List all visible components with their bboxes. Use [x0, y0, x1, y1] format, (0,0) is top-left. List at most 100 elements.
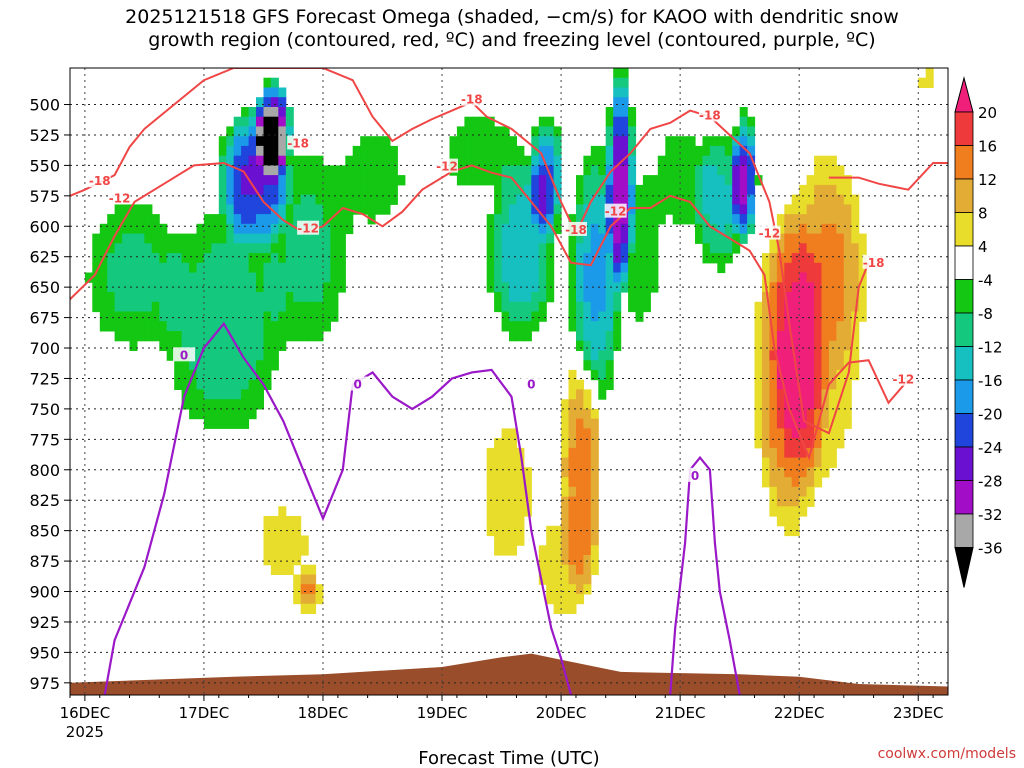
- omega-cell: [531, 223, 540, 235]
- omega-cell: [256, 243, 264, 254]
- omega-cell: [203, 379, 212, 390]
- omega-cell: [501, 214, 510, 225]
- omega-cell: [211, 350, 220, 361]
- omega-cell: [270, 311, 279, 322]
- x-tick-label: 17DEC: [179, 704, 230, 722]
- omega-cell: [129, 282, 138, 293]
- omega-cell: [791, 214, 800, 225]
- omega-cell: [806, 389, 815, 400]
- y-tick-label: 675: [29, 309, 60, 328]
- omega-cell: [337, 272, 346, 283]
- omega-cell: [241, 214, 250, 225]
- omega-cell: [278, 340, 287, 351]
- omega-cell: [553, 574, 562, 585]
- omega-cell: [218, 262, 227, 274]
- omega-cell: [791, 253, 800, 264]
- omega-cell: [672, 165, 681, 176]
- omega-cell: [263, 107, 272, 118]
- omega-cell: [233, 155, 242, 166]
- omega-cell: [300, 175, 309, 186]
- omega-cell: [590, 262, 599, 274]
- omega-cell: [784, 467, 793, 478]
- omega-cell: [486, 272, 495, 283]
- omega-cell: [196, 331, 205, 342]
- omega-cell: [241, 408, 250, 420]
- omega-cell: [732, 243, 741, 254]
- omega-cell: [613, 253, 622, 264]
- omega-cell: [776, 428, 785, 439]
- omega-cell: [836, 399, 845, 410]
- omega-cell: [598, 175, 607, 186]
- omega-cell: [546, 584, 555, 595]
- omega-cell: [203, 214, 212, 225]
- x-tick-label: 20DEC: [536, 704, 587, 722]
- omega-cell: [828, 175, 837, 186]
- omega-cell: [851, 321, 860, 332]
- omega-cell: [278, 243, 287, 254]
- colorbar-label: -12: [978, 339, 1003, 357]
- omega-cell: [553, 214, 562, 225]
- omega-cell: [293, 555, 302, 566]
- omega-cell: [494, 535, 503, 546]
- omega-cell: [300, 233, 309, 244]
- omega-cell: [538, 126, 547, 137]
- omega-cell: [769, 292, 778, 303]
- omega-cell: [650, 175, 659, 186]
- omega-cell: [546, 145, 555, 157]
- chart-title-line2: growth region (contoured, red, ºC) and f…: [148, 29, 876, 51]
- omega-cell: [523, 311, 532, 322]
- omega-cell: [248, 350, 257, 361]
- omega-cell: [717, 136, 726, 147]
- freezing-level-label-bg: [520, 376, 543, 391]
- omega-cell: [189, 233, 198, 244]
- omega-cell: [568, 574, 577, 585]
- omega-cell: [590, 292, 599, 303]
- omega-cell: [642, 292, 651, 303]
- omega-cell: [665, 204, 674, 215]
- omega-cell: [285, 292, 294, 303]
- omega-cell: [278, 87, 287, 98]
- omega-cell: [144, 262, 153, 274]
- omega-cell: [776, 243, 785, 254]
- omega-cell: [576, 262, 584, 274]
- omega-cell: [122, 331, 131, 342]
- omega-cell: [203, 253, 212, 264]
- omega-cell: [828, 165, 837, 176]
- omega-cell: [122, 243, 131, 254]
- omega-cell: [806, 457, 815, 468]
- omega-cell: [315, 301, 324, 313]
- omega-cell: [531, 194, 540, 205]
- omega-cell: [256, 155, 264, 166]
- y-tick-label: 550: [29, 156, 60, 175]
- omega-cell: [509, 438, 517, 449]
- omega-cell: [635, 194, 644, 205]
- omega-cell: [233, 408, 242, 420]
- omega-cell: [144, 292, 153, 303]
- omega-cell: [501, 496, 510, 507]
- omega-cell: [814, 321, 823, 332]
- omega-cell: [762, 253, 770, 264]
- omega-cell: [360, 184, 369, 196]
- omega-cell: [308, 564, 317, 575]
- omega-cell: [576, 477, 584, 488]
- omega-cell: [776, 214, 785, 225]
- omega-cell: [546, 136, 555, 147]
- omega-cell: [203, 311, 212, 322]
- omega-cell: [166, 340, 175, 351]
- omega-cell: [605, 243, 614, 254]
- omega-cell: [561, 399, 570, 410]
- omega-cell: [218, 369, 227, 381]
- omega-cell: [308, 262, 317, 274]
- omega-cell: [144, 301, 153, 313]
- omega-cell: [114, 311, 123, 322]
- omega-cell: [248, 116, 257, 127]
- omega-cell: [241, 165, 250, 176]
- omega-cell: [828, 399, 837, 410]
- omega-cell: [256, 350, 264, 361]
- omega-cell: [754, 399, 763, 410]
- omega-cell: [494, 184, 503, 196]
- omega-cell: [308, 214, 317, 225]
- y-tick-label: 900: [29, 583, 60, 602]
- omega-cell: [561, 506, 570, 517]
- omega-cell: [107, 311, 116, 322]
